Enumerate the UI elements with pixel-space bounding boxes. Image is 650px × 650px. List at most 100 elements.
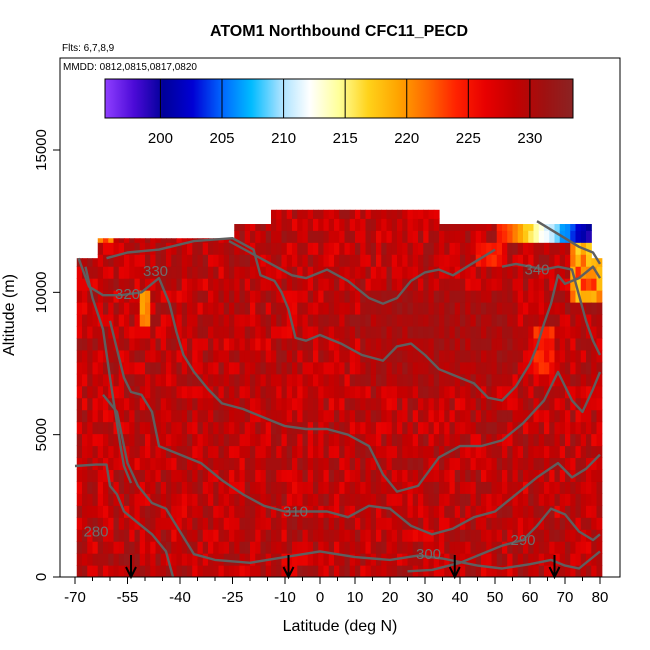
heatmap-cell	[507, 397, 514, 411]
heatmap-cell	[491, 337, 498, 351]
heatmap-cell	[454, 421, 461, 435]
heatmap-cell	[103, 517, 109, 530]
heatmap-cell	[360, 433, 367, 447]
heatmap-cell	[407, 469, 414, 482]
heatmap-cell	[344, 349, 351, 363]
heatmap-cell	[124, 409, 130, 423]
heatmap-cell	[218, 385, 225, 399]
heatmap-cell	[507, 290, 514, 303]
heatmap-cell	[412, 361, 419, 375]
heatmap-cell	[87, 505, 94, 518]
heatmap-cell	[586, 541, 592, 554]
heatmap-cell	[223, 361, 230, 375]
heatmap-cell	[449, 385, 456, 399]
heatmap-cell	[260, 493, 267, 506]
heatmap-cell	[297, 445, 304, 459]
heatmap-cell	[76, 565, 83, 577]
heatmap-cell	[218, 433, 225, 447]
heatmap-cell	[244, 290, 251, 303]
heatmap-cell	[502, 529, 508, 542]
heatmap-cell	[197, 361, 204, 375]
heatmap-cell	[160, 505, 167, 518]
heatmap-cell	[565, 409, 571, 423]
heatmap-cell	[166, 302, 172, 315]
heatmap-cell	[570, 433, 577, 447]
heatmap-cell	[208, 242, 214, 255]
heatmap-cell	[496, 505, 503, 518]
heatmap-cell	[160, 313, 167, 327]
heatmap-cell	[391, 361, 398, 375]
contour-label: 330	[143, 263, 168, 280]
heatmap-cell	[334, 325, 340, 339]
heatmap-cell	[470, 302, 477, 315]
heatmap-cell	[586, 397, 592, 411]
heatmap-cell	[255, 397, 262, 411]
heatmap-cell	[286, 553, 293, 566]
heatmap-cell	[323, 349, 330, 363]
heatmap-cell	[181, 493, 188, 506]
heatmap-cell	[250, 553, 256, 566]
heatmap-cell	[486, 541, 493, 554]
heatmap-cell	[460, 565, 466, 577]
heatmap-cell	[449, 529, 456, 542]
heatmap-cell	[244, 493, 251, 506]
heatmap-cell	[244, 481, 251, 494]
heatmap-cell	[349, 397, 356, 411]
heatmap-cell	[250, 541, 256, 554]
heatmap-cell	[297, 302, 304, 315]
heatmap-cell	[97, 385, 104, 399]
heatmap-cell	[187, 290, 193, 303]
heatmap-cell	[559, 445, 566, 459]
heatmap-cell	[397, 242, 403, 255]
heatmap-cell	[176, 349, 183, 363]
heatmap-cell	[565, 266, 571, 279]
heatmap-cell	[292, 254, 298, 267]
heatmap-cell	[166, 409, 172, 423]
heatmap-cell	[397, 373, 403, 387]
heatmap-cell	[192, 290, 199, 303]
heatmap-cell	[423, 254, 430, 267]
heatmap-cell	[360, 445, 367, 459]
heatmap-cell	[223, 238, 230, 243]
heatmap-cell	[187, 433, 193, 447]
heatmap-cell	[286, 517, 293, 530]
heatmap-cell	[155, 505, 162, 518]
heatmap-cell	[176, 313, 183, 327]
heatmap-cell	[355, 373, 361, 387]
heatmap-cell	[145, 517, 151, 530]
heatmap-cell	[244, 254, 251, 267]
heatmap-cell	[481, 313, 487, 327]
heatmap-cell	[276, 385, 283, 399]
heatmap-cell	[523, 230, 529, 243]
heatmap-cell	[407, 421, 414, 435]
heatmap-cell	[433, 565, 440, 577]
heatmap-cell	[528, 469, 535, 482]
heatmap-cell	[580, 505, 587, 518]
heatmap-cell	[423, 445, 430, 459]
heatmap-cell	[428, 349, 435, 363]
heatmap-cell	[528, 397, 535, 411]
heatmap-cell	[234, 290, 241, 303]
heatmap-cell	[491, 290, 498, 303]
heatmap-cell	[565, 445, 571, 459]
heatmap-cell	[171, 242, 178, 255]
heatmap-cell	[181, 238, 188, 243]
heatmap-cell	[124, 278, 130, 291]
heatmap-cell	[512, 373, 519, 387]
heatmap-cell	[344, 565, 351, 577]
heatmap-cell	[171, 529, 178, 542]
heatmap-cell	[139, 361, 146, 375]
heatmap-cell	[302, 373, 309, 387]
heatmap-cell	[360, 469, 367, 482]
heatmap-cell	[407, 254, 414, 267]
heatmap-cell	[449, 325, 456, 339]
heatmap-cell	[470, 529, 477, 542]
heatmap-cell	[323, 266, 330, 279]
heatmap-cell	[496, 266, 503, 279]
heatmap-cell	[302, 242, 309, 255]
heatmap-cell	[507, 565, 514, 577]
heatmap-cell	[512, 278, 519, 291]
heatmap-cell	[376, 313, 382, 327]
heatmap-cell	[192, 349, 199, 363]
heatmap-cell	[192, 529, 199, 542]
